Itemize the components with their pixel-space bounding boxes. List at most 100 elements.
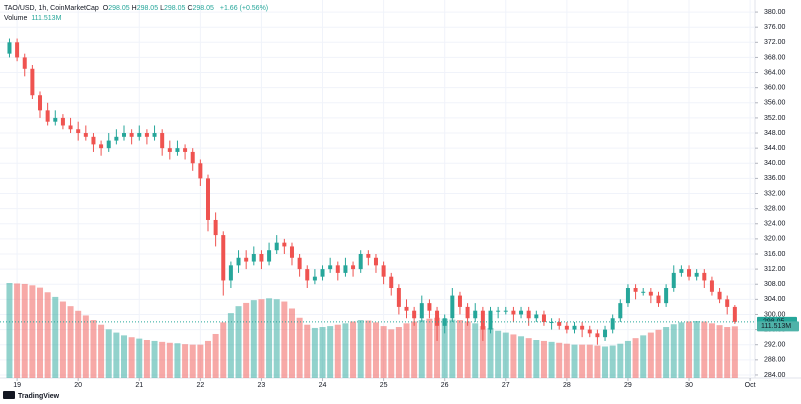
candle-body — [419, 303, 424, 319]
y-tick-label: 300.00 — [764, 311, 786, 318]
volume-bar — [372, 322, 379, 378]
x-tick-label: 27 — [502, 382, 510, 389]
candle-body — [427, 303, 432, 311]
candle-body — [30, 68, 35, 96]
y-tick-label: 340.00 — [764, 160, 786, 167]
volume-bar — [701, 321, 708, 378]
volume-bar — [21, 283, 28, 378]
volume-bar — [586, 344, 593, 378]
volume-title: Volume — [4, 15, 28, 22]
volume-tag — [757, 321, 799, 332]
volume-bar — [579, 344, 586, 378]
candle-body — [488, 310, 493, 330]
y-tick-label: 360.00 — [764, 85, 786, 92]
candle-body — [534, 314, 539, 319]
x-tick-label: 20 — [74, 382, 82, 389]
x-tick-label: 19 — [13, 382, 21, 389]
candle-body — [564, 325, 569, 330]
volume-bar — [395, 327, 402, 378]
volume-bar — [571, 344, 578, 378]
candle-body — [412, 310, 417, 319]
candle-body — [541, 314, 546, 323]
ohlc-label: L — [160, 5, 165, 12]
volume-bar — [563, 343, 570, 378]
volume-bar — [464, 321, 471, 378]
candle-body — [259, 253, 264, 262]
y-tick-label: 336.00 — [764, 175, 786, 182]
candle-body — [725, 299, 730, 307]
volume-bar — [365, 320, 372, 378]
y-tick-label: 284.00 — [764, 372, 786, 379]
candle-body — [213, 219, 218, 236]
volume-bar — [98, 324, 105, 378]
x-tick-label: 28 — [563, 382, 571, 389]
candle-body — [99, 144, 104, 149]
volume-bar — [105, 329, 112, 378]
volume-bar — [388, 329, 395, 378]
brand: TradingView — [18, 393, 60, 400]
volume-bar — [288, 308, 295, 378]
volume-bar — [113, 332, 120, 378]
candle-body — [648, 291, 653, 296]
candle-body — [641, 291, 646, 293]
volume-tag-label: 111.513M — [761, 323, 791, 330]
candle-body — [625, 288, 630, 304]
volume-bar — [510, 334, 517, 378]
candle-body — [160, 133, 165, 149]
candle-body — [60, 117, 65, 126]
candle-body — [381, 265, 386, 277]
volume-bar — [212, 333, 219, 378]
x-tick-label: 29 — [624, 382, 632, 389]
volume-bar — [434, 317, 441, 378]
candle-body — [106, 140, 111, 149]
volume-bar — [708, 323, 715, 378]
ohlc-value: 298.05 — [164, 5, 186, 12]
volume-bar — [250, 300, 257, 378]
volume-bar — [441, 318, 448, 378]
brand-logo — [3, 391, 15, 399]
volume-bar — [121, 335, 128, 378]
volume-bar — [380, 326, 387, 378]
volume-bar — [319, 327, 326, 378]
volume-bar — [182, 344, 189, 378]
candle-body — [511, 310, 516, 315]
volume-bar — [624, 340, 631, 378]
volume-bar — [311, 327, 318, 378]
y-tick-label: 344.00 — [764, 145, 786, 152]
candle-body — [610, 318, 615, 330]
grid — [0, 0, 755, 378]
y-tick-label: 288.00 — [764, 357, 786, 364]
volume-bar — [533, 340, 540, 378]
candle-body — [282, 242, 287, 247]
candle-body — [389, 276, 394, 289]
volume-bar — [128, 337, 135, 378]
volume-bar — [525, 338, 532, 378]
candle-body — [244, 257, 249, 262]
y-tick-label: 356.00 — [764, 100, 786, 107]
candle-body — [328, 265, 333, 270]
y-tick-label: 376.00 — [764, 24, 786, 31]
y-tick-label: 320.00 — [764, 236, 786, 243]
volume-bar — [258, 299, 265, 378]
volume-bar — [204, 340, 211, 378]
candle-body — [366, 253, 371, 258]
x-tick-label: 25 — [380, 382, 388, 389]
volume-bar — [350, 321, 357, 378]
candle-body — [503, 310, 508, 312]
candle-body — [572, 325, 577, 330]
volume-bar — [67, 306, 74, 378]
volume-bar — [594, 345, 601, 378]
candle-body — [144, 133, 149, 137]
volume-bar — [136, 338, 143, 378]
volume-bar — [304, 324, 311, 378]
symbol-line: TAO/USD, 1h, CoinMarketCap O298.05 H298.0… — [4, 4, 270, 14]
volume-bar — [197, 344, 204, 378]
volume-bar — [75, 310, 82, 378]
candle-body — [404, 306, 409, 311]
ohlc-value: 298.05 — [108, 5, 130, 12]
candle-body — [289, 246, 294, 258]
candle-body — [351, 265, 356, 270]
candle-body — [587, 329, 592, 334]
candle-body — [175, 148, 180, 152]
candle-body — [53, 117, 58, 122]
